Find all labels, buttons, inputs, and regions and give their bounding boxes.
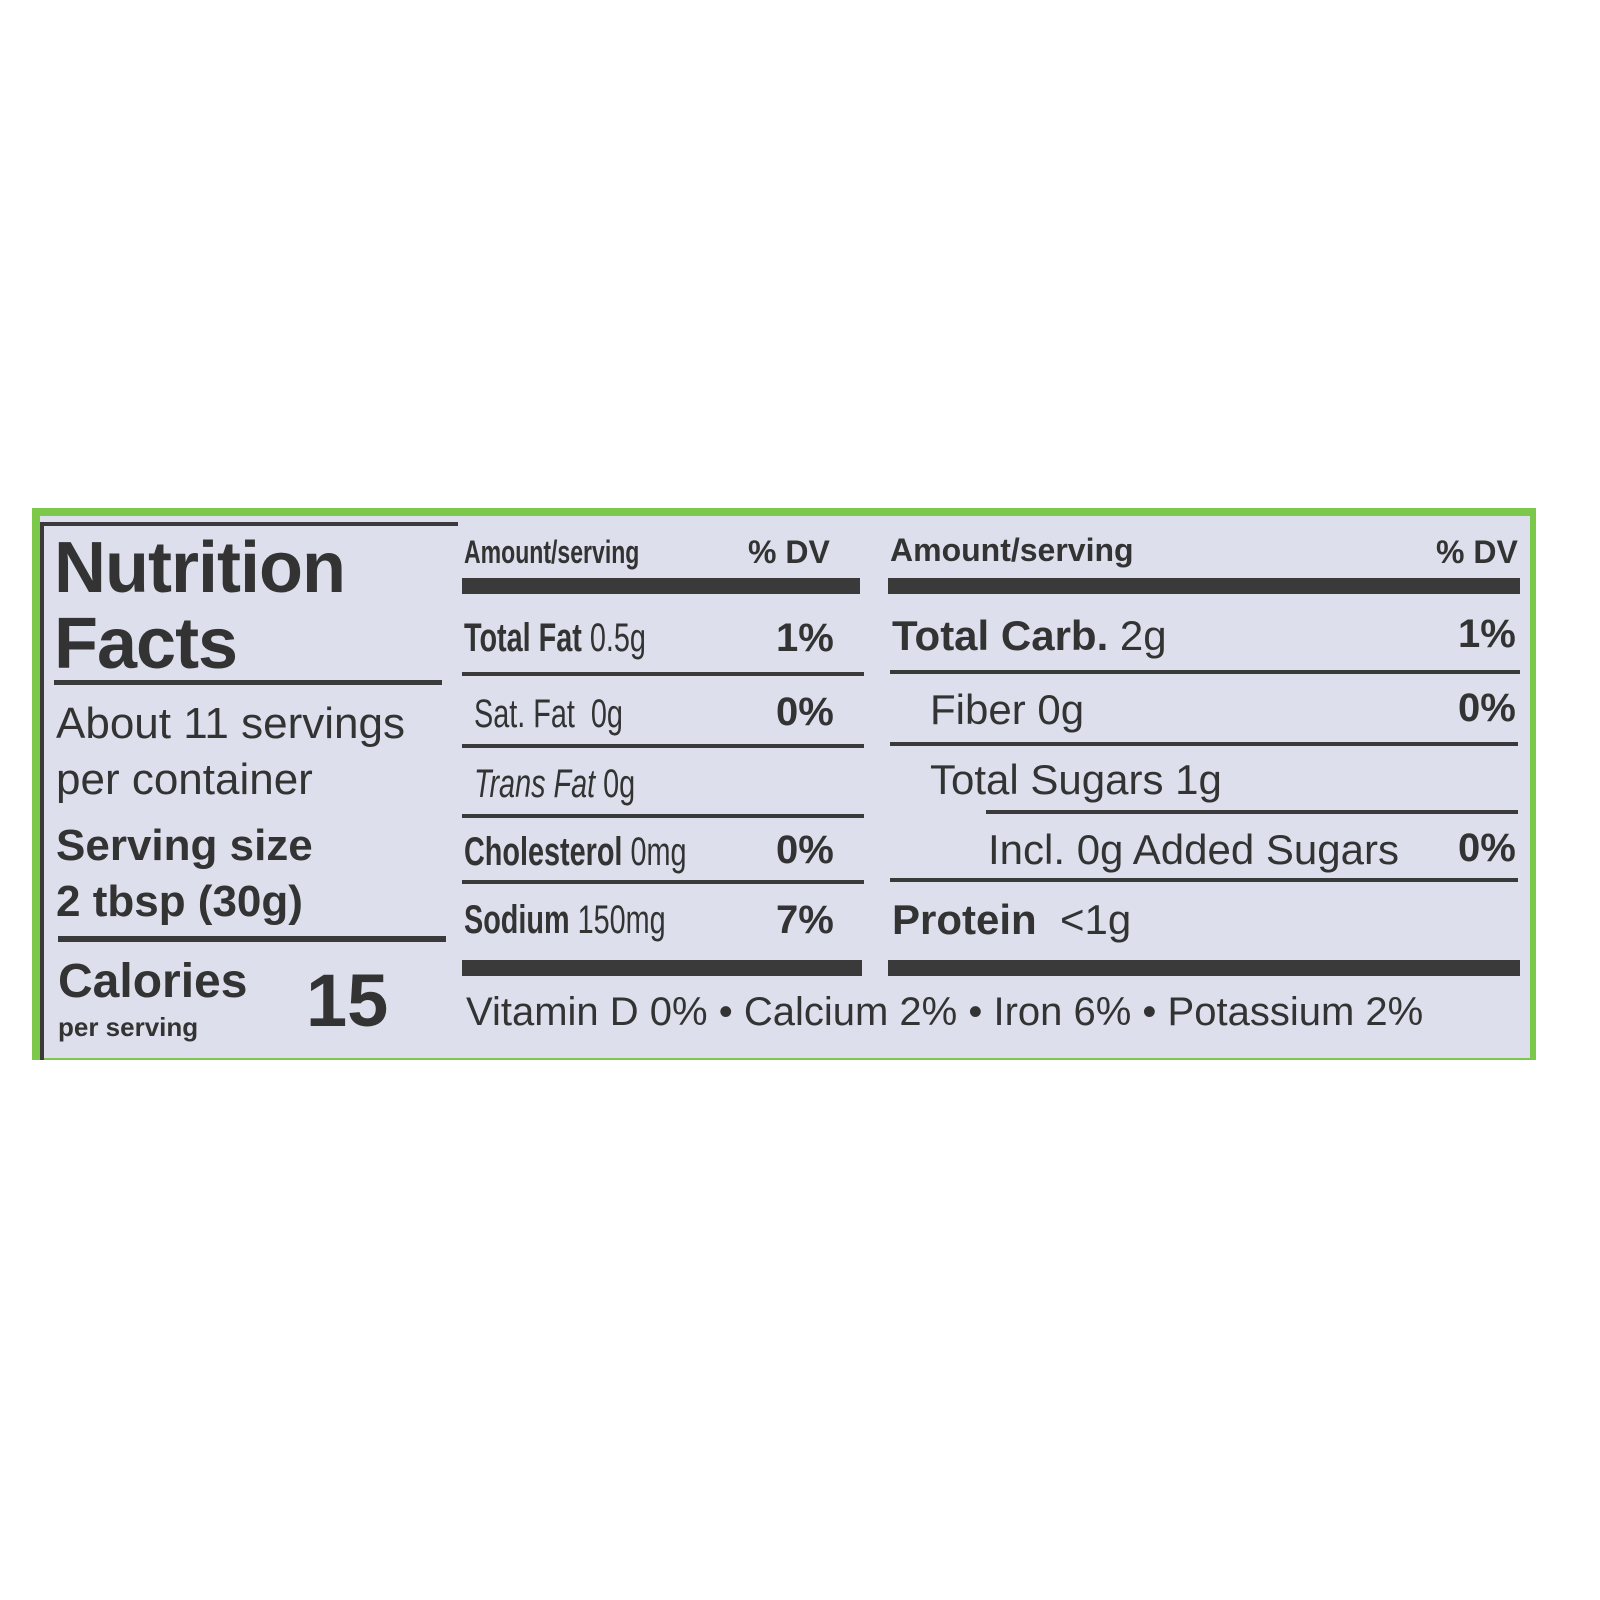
col2-dv-header: % DV [1436,534,1518,570]
label-left-panel [40,522,458,1060]
nutrient-row: Sodium 150mg [464,898,666,942]
nutrient-row: Sat. Fat 0g [474,692,623,736]
nutrient-row: Fiber 0g [930,686,1085,733]
servings-per-container: About 11 servings per container [56,699,405,804]
nutrient-dv: 0% [1458,686,1516,730]
label-title: Nutrition Facts [54,528,346,684]
col2-header: Amount/serving [890,532,1134,568]
nutrient-dv: 1% [1458,612,1516,656]
nutrient-row: Total Sugars 1g [930,756,1222,803]
nutrient-dv: 1% [776,616,834,660]
nutrient-dv: 0% [776,828,834,872]
minerals: • Calcium 2% • Iron 6% • Potassium 2% [707,990,1424,1034]
nutrient-row: Total Fat 0.5g [464,616,646,660]
col1-header: Amount/serving [464,534,640,570]
nutrient-dv: 0% [1458,826,1516,870]
serving-size: Serving size 2 tbsp (30g) [56,821,313,926]
nutrient-row: Cholesterol 0mg [464,830,687,874]
vitamins-minerals: Vitamin D 0% • Calcium 2% • Iron 6% • Po… [466,990,1423,1035]
nutrient-dv: 0% [776,690,834,734]
calories-sub: per serving [58,1012,199,1042]
nutrient-row: Total Carb. 2g [892,612,1167,659]
calories-label: Calories [58,955,248,1008]
nutrient-dv: 7% [776,898,834,942]
nutrient-row: Protein <1g [892,896,1132,943]
vitamin-d: Vitamin D 0% [466,990,708,1034]
nutrient-row: Incl. 0g Added Sugars [988,826,1399,873]
col1-dv-header: % DV [748,534,830,570]
nutrient-row: Trans Fat 0g [474,762,636,806]
calories-value: 15 [306,959,389,1042]
